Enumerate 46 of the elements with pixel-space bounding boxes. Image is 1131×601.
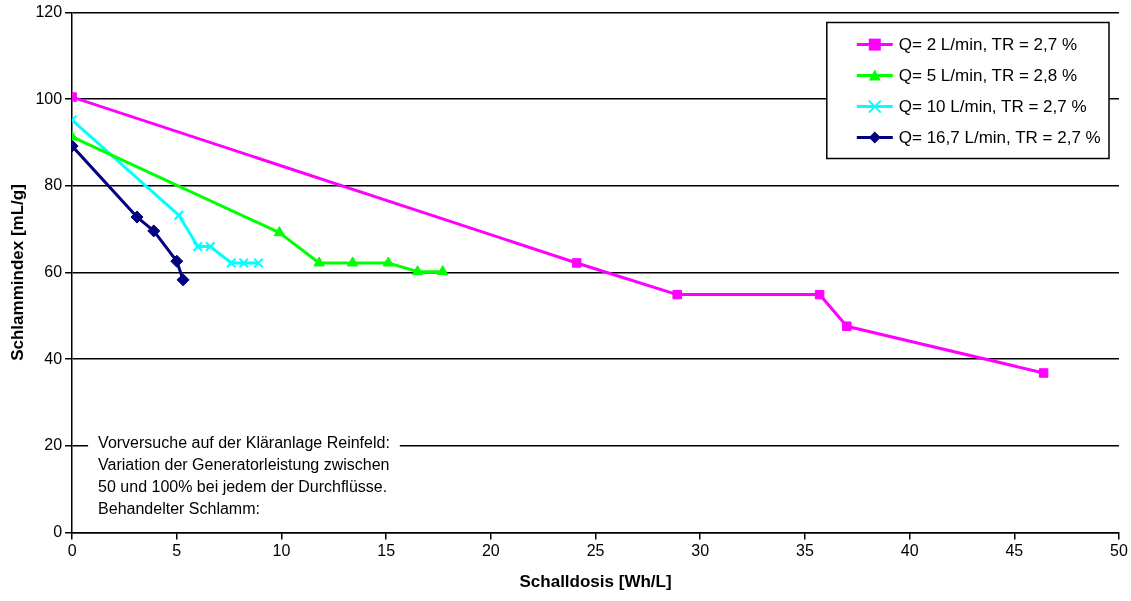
point — [253, 257, 264, 269]
x-axis-title: Schalldosis [Wh/L] — [519, 572, 672, 592]
x-tick-label: 25 — [586, 542, 605, 560]
point — [170, 254, 184, 268]
y-tick-label: 40 — [44, 349, 63, 367]
point — [176, 273, 190, 287]
y-tick-label: 20 — [44, 436, 63, 454]
y-tick-label: 0 — [53, 522, 63, 540]
x-tick-label: 20 — [481, 542, 500, 560]
point — [411, 265, 424, 276]
annotation: Vorversuche auf der Kläranlage Reinfeld: Variation der Generatorleistung zwischen 50 und 100% bei jedem der Durchflüsse. Behandelter Schlamm: — [98, 434, 390, 518]
x-tick-label: 0 — [67, 542, 77, 560]
x-tick-label: 10 — [272, 542, 291, 560]
point — [571, 258, 582, 268]
point — [842, 321, 852, 331]
x-tick-label: 30 — [691, 542, 710, 560]
x-tick-label: 45 — [1005, 542, 1024, 560]
legend-label: Q= 2 L/min, TR = 2,7 % — [898, 35, 1078, 55]
point — [313, 256, 325, 267]
legend-label: Q= 16,7 L/min, TR = 2,7 % — [898, 128, 1101, 148]
x-tick-label: 40 — [900, 542, 919, 560]
x-tick-label: 35 — [796, 542, 814, 560]
x-tick-label: 5 — [172, 542, 182, 560]
x-tick-label: 15 — [377, 542, 396, 560]
point — [814, 289, 825, 300]
point — [672, 289, 682, 300]
point — [273, 226, 286, 237]
point — [1038, 368, 1049, 378]
point — [173, 210, 185, 221]
y-tick-label: 60 — [44, 262, 63, 280]
point — [346, 256, 359, 267]
y-axis-title: Schlammindex [mL/g] — [7, 184, 27, 361]
point — [192, 241, 203, 252]
point — [382, 256, 394, 267]
point — [437, 265, 449, 276]
point — [225, 257, 237, 269]
legend-label: Q= 5 L/min, TR = 2,8 % — [898, 66, 1078, 86]
point — [238, 257, 250, 269]
point — [147, 224, 161, 238]
x-tick-label: 50 — [1110, 542, 1128, 560]
y-tick-label: 80 — [44, 176, 63, 194]
point — [205, 241, 216, 252]
y-tick-label: 120 — [35, 3, 63, 21]
legend-label: Q= 10 L/min, TR = 2,7 % — [898, 97, 1087, 117]
y-tick-label: 100 — [35, 89, 63, 107]
point — [130, 210, 144, 224]
